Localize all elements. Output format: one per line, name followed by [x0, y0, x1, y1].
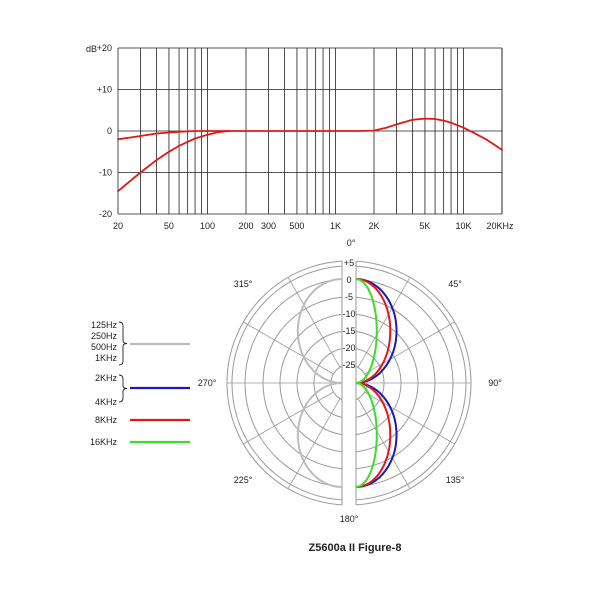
freq-series-low-cut: [117, 130, 231, 193]
polar-spoke: [243, 321, 334, 375]
polar-spoke: [243, 391, 334, 445]
legend-label: 8KHz: [95, 415, 118, 425]
freq-x-tick-label: 20KHz: [486, 221, 514, 231]
polar-db-label: -20: [342, 343, 355, 353]
freq-x-tick-label: 5K: [419, 221, 430, 231]
legend-label: 500Hz: [91, 342, 118, 352]
freq-y-ticks: +20 +10 0 -10 -20: [97, 43, 112, 219]
polar-db-label: -10: [342, 309, 355, 319]
polar-db-label: -15: [342, 326, 355, 336]
polar-scale-gap: [342, 259, 356, 507]
freq-x-tick-label: 20: [113, 221, 123, 231]
legend-brace: [118, 321, 128, 366]
polar-angle-label: 135°: [446, 475, 465, 485]
polar-spoke: [364, 391, 455, 445]
freq-x-tick-label: 100: [200, 221, 215, 231]
polar-angle-label: 45°: [448, 279, 462, 289]
freq-x-tick-label: 2K: [368, 221, 379, 231]
polar-angle-label: 270°: [198, 378, 217, 388]
legend-label: 1KHz: [95, 353, 118, 363]
freq-series-response: [117, 117, 503, 151]
polar-series-8k: [355, 278, 392, 488]
polar-spoke: [357, 398, 411, 489]
polar-series-16k: [355, 278, 378, 488]
polar-db-label: 0: [346, 275, 351, 285]
freq-x-tick-label: 10K: [455, 221, 471, 231]
freq-y-tick-label: +20: [97, 43, 112, 53]
legend-brace: [118, 374, 128, 403]
polar-spoke: [357, 277, 411, 368]
polar-angle-label: 315°: [234, 279, 253, 289]
polar-angle-label: 0°: [347, 238, 356, 248]
freq-x-ticks: 20 50 100 200 300 500 1K 2K 5K 10K 20KHz: [113, 221, 514, 231]
legend-label: 2KHz: [95, 373, 118, 383]
freq-series: [117, 117, 503, 193]
legend-label: 16KHz: [90, 437, 118, 447]
polar-spoke: [364, 321, 455, 375]
freq-y-tick-label: +10: [97, 85, 112, 95]
freq-x-tick-label: 1K: [330, 221, 341, 231]
polar-spoke: [287, 398, 341, 489]
polar-angle-label: 90°: [488, 378, 502, 388]
polar-spoke: [287, 277, 341, 368]
db-unit-label: dB: [86, 44, 97, 54]
polar-series: [296, 278, 398, 488]
polar-angle-label: 180°: [340, 514, 359, 524]
freq-x-tick-label: 50: [164, 221, 174, 231]
polar-angle-label: 225°: [234, 475, 253, 485]
polar-db-label: +5: [344, 258, 354, 268]
freq-x-tick-label: 500: [289, 221, 304, 231]
freq-y-tick-label: -10: [99, 168, 112, 178]
legend-label: 4KHz: [95, 397, 118, 407]
legend-label: 250Hz: [91, 331, 118, 341]
polar-grid: [226, 259, 472, 507]
polar-series-mid: [355, 278, 398, 488]
freq-x-tick-label: 200: [238, 221, 253, 231]
legend-label: 125Hz: [91, 320, 118, 330]
freq-y-tick-label: -20: [99, 209, 112, 219]
freq-x-tick-label: 300: [261, 221, 276, 231]
polar-labels: +5 0 -5 -10 -15 -20 -25 0° 45° 90° 135° 180° 225° 270…: [198, 238, 503, 524]
polar-db-label: -25: [342, 360, 355, 370]
polar-db-label: -5: [345, 292, 353, 302]
chart-title: Z5600a II Figure-8: [309, 542, 402, 554]
polar-series-low: [296, 278, 343, 488]
freq-y-tick-label: 0: [107, 126, 112, 136]
